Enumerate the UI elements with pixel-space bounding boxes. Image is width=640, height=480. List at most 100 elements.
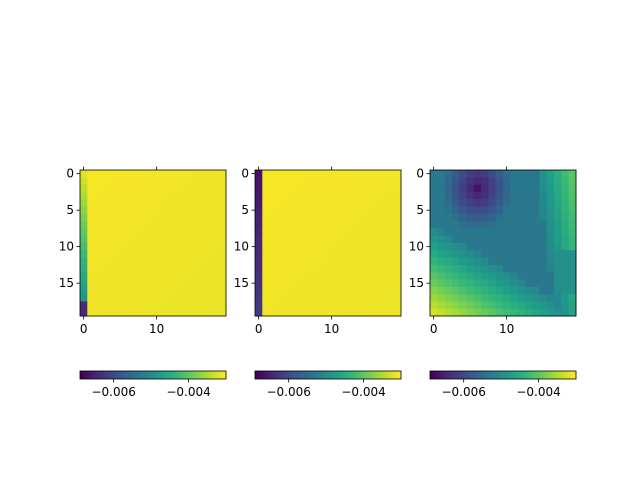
heatmap-cell (262, 228, 271, 237)
heatmap-cell (306, 279, 314, 288)
colorbar-segment (165, 371, 169, 379)
heatmap-cell (459, 308, 467, 317)
heatmap-cell (123, 170, 132, 178)
colorbar-segment (318, 371, 322, 379)
heatmap-cell (386, 228, 395, 237)
heatmap-cell (459, 228, 467, 237)
heatmap-cell (196, 308, 205, 317)
heatmap-cell (284, 221, 292, 229)
colorbar-segment (133, 371, 137, 379)
heatmap-cell (138, 206, 147, 215)
colorbar-segment (527, 371, 531, 379)
y-tick-label: 15 (234, 276, 249, 290)
colorbar-frame (429, 370, 577, 380)
colorbar-segment (94, 371, 98, 379)
heatmap-cell (167, 213, 176, 222)
heatmap-cell (379, 286, 387, 295)
colorbar-segment (430, 371, 433, 379)
heatmap-cell (218, 301, 227, 310)
heatmap-cell (262, 294, 271, 302)
heatmap-cell (196, 272, 205, 280)
heatmap-cell (335, 301, 344, 310)
heatmap-cell (138, 264, 147, 273)
heatmap-cell (306, 272, 314, 280)
heatmap-cell (298, 191, 307, 200)
heatmap-cell (174, 294, 183, 302)
heatmap-cell (167, 250, 176, 259)
heatmap-cell (561, 177, 570, 186)
heatmap-cell (269, 264, 278, 273)
heatmap-cell (320, 199, 329, 207)
heatmap-cell (80, 294, 88, 302)
heatmap-cell (473, 243, 482, 251)
heatmap-cell (379, 257, 387, 266)
heatmap-cell (517, 286, 526, 295)
heatmap-cell (276, 228, 285, 237)
heatmap-cell (80, 191, 88, 200)
heatmap-cell (94, 264, 103, 273)
heatmap-cell (357, 294, 365, 302)
heatmap-cell (138, 177, 147, 186)
heatmap-cell (473, 228, 482, 237)
heatmap-cell (109, 308, 117, 317)
colorbar-segment (434, 371, 438, 379)
heatmap-cell (80, 228, 88, 237)
colorbar-segment (534, 371, 538, 379)
heatmap-cell (517, 279, 526, 288)
heatmap-cell (503, 213, 511, 222)
heatmap-cell (138, 243, 147, 251)
heatmap-cell (313, 308, 322, 317)
colorbar-segment (571, 371, 575, 379)
heatmap-cell (262, 279, 271, 288)
heatmap-cell (182, 294, 190, 302)
heatmap-cell (138, 308, 147, 317)
heatmap-cell (510, 170, 519, 178)
heatmap-cell (466, 191, 475, 200)
heatmap-cell (182, 286, 190, 295)
heatmap-cell (306, 301, 314, 310)
heatmap-cell (357, 170, 365, 178)
heatmap-cell (298, 221, 307, 229)
heatmap-cell (87, 264, 96, 273)
heatmap-cell (539, 213, 548, 222)
heatmap-cell (269, 221, 278, 229)
colorbar-segment (556, 371, 560, 379)
heatmap-cell (160, 170, 169, 178)
heatmap-cell (451, 308, 460, 317)
colorbar-segment (332, 371, 336, 379)
x-tick-label: 0 (80, 322, 88, 336)
heatmap-cell (167, 264, 176, 273)
heatmap-cell (473, 264, 482, 273)
heatmap-cell (488, 177, 497, 186)
heatmap-cell (371, 243, 380, 251)
heatmap-cell (189, 228, 198, 237)
x-tick-label: 10 (149, 322, 164, 336)
heatmap-cell (561, 294, 570, 302)
heatmap-cell (546, 221, 555, 229)
heatmap-cell (276, 170, 285, 178)
colorbar-segment (291, 371, 295, 379)
heatmap-cell (342, 213, 351, 222)
colorbar-segment (114, 371, 117, 379)
colorbar-segment (374, 371, 378, 379)
heatmap-cell (539, 184, 548, 193)
heatmap-cell (174, 235, 183, 244)
heatmap-cell (488, 206, 497, 215)
heatmap-cell (546, 272, 555, 280)
heatmap-cell (510, 250, 519, 259)
heatmap-cell (284, 206, 292, 215)
heatmap-cell (262, 301, 271, 310)
heatmap-cell (561, 199, 570, 207)
heatmap-cell (298, 206, 307, 215)
heatmap-cell (568, 213, 577, 222)
heatmap-cell (284, 228, 292, 237)
heatmap-cell (145, 257, 154, 266)
heatmap-cell (386, 213, 395, 222)
heatmap-cell (546, 213, 555, 222)
heatmap-cell (437, 301, 446, 310)
colorbar-segment (517, 371, 521, 379)
heatmap-cell (87, 279, 96, 288)
colorbar-segment (286, 371, 290, 379)
colorbar-segment (157, 371, 161, 379)
heatmap-cell (101, 213, 110, 222)
